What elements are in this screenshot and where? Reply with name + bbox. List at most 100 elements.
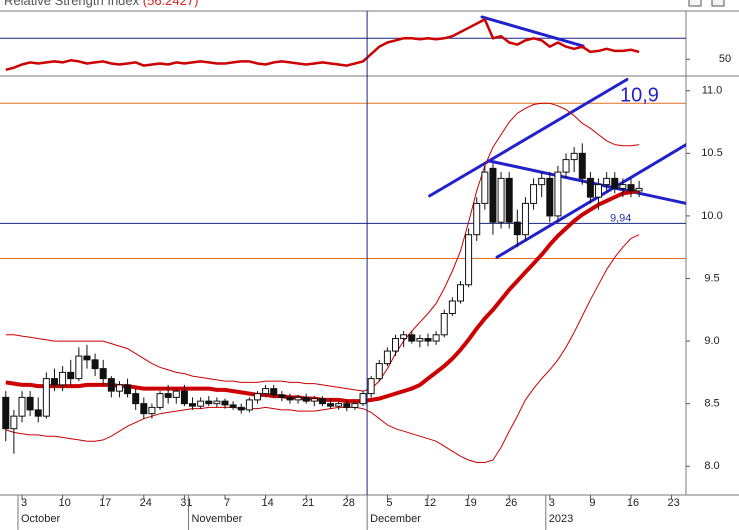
candle-body [253,393,261,401]
rsi-line [5,18,640,72]
y-tick-label: 10.0 [701,210,722,222]
candle-body [416,338,424,342]
candle-body [521,202,529,236]
x-tick-label: 9 [589,497,595,509]
window-button[interactable] [688,0,702,7]
bollinger-band [5,234,640,463]
x-tick-label: 3 [549,497,555,509]
rsi-value: (56.2427) [143,0,199,8]
candle-body [327,403,335,407]
candle-body [107,378,115,392]
candle-body [497,177,505,223]
month-label: October [21,513,60,525]
month-label: December [370,513,421,525]
month-label: 2023 [549,513,573,525]
price-panel: 10,9 9,94 [0,78,686,463]
x-tick-label: 17 [99,497,111,509]
candle-body [124,384,132,395]
x-tick-label: 10 [58,497,70,509]
candle-body [59,371,67,386]
candle-body [213,400,221,405]
rsi-panel [0,15,686,72]
candle-body [562,159,570,173]
candle-body [172,390,180,398]
candle-body [91,359,99,370]
candle-body [164,393,172,398]
candle-body [318,398,326,405]
y-tick-label: 50 [719,53,731,65]
candle-body [367,378,375,395]
candle-body [554,171,562,217]
candle-body [310,398,318,402]
candle-body [115,384,123,392]
rsi-title: Relative Strength Index (56.2427) [4,0,198,8]
candle-body [546,177,554,217]
month-label: November [192,513,243,525]
candle-body [180,390,188,405]
candle-body [456,284,464,302]
candle-body [335,403,343,407]
x-tick-label: 24 [140,497,152,509]
candle-body [2,396,10,430]
candle-body [578,152,586,179]
candle-body [530,184,538,204]
candle-body [245,399,253,411]
candle-body [156,393,164,408]
candle-body [424,338,432,342]
trend-line [428,78,629,198]
window-button[interactable] [711,0,725,7]
y-tick-label: 8.5 [704,398,719,410]
candle-body [262,388,270,395]
x-tick-label: 3 [21,497,27,509]
candle-body [67,371,75,380]
y-tick-label: 11.0 [702,85,723,97]
y-tick-label: 8.0 [704,460,719,472]
candle-body [351,403,359,408]
candle-body [343,403,351,408]
candle-body [237,406,245,411]
candle-body [99,368,107,380]
x-tick-label: 21 [302,497,314,509]
candle-body [586,177,594,198]
y-tick-label: 9.5 [704,272,719,284]
candle-body [375,363,383,380]
candle-body [197,400,205,407]
candle-body [221,400,229,406]
candle-body [392,338,400,352]
candle-body [538,177,546,186]
x-tick-label: 14 [261,497,273,509]
candle-body [189,403,197,407]
candle-body [635,187,643,192]
candle-body [473,202,481,236]
candle-body [448,300,456,315]
candle-body [132,393,140,405]
x-tick-label: 31 [180,497,192,509]
candle-body [481,171,489,204]
bollinger-band [5,102,640,392]
candle-body [440,313,448,336]
candle-body [570,152,578,161]
candle-body [270,388,278,396]
candle-body [611,177,619,189]
candle-body [26,396,34,411]
candle-body [148,406,156,415]
candle-body [83,355,91,361]
candle-body [627,184,635,192]
candle-body [408,334,416,342]
level-label: 9,94 [610,212,631,224]
x-tick-label: 19 [464,497,476,509]
candle-body [294,396,302,401]
candle-body [383,350,391,365]
candle-body [465,234,473,286]
y-tick-label: 10.5 [701,147,722,159]
candle-body [205,400,213,405]
x-tick-label: 26 [505,497,517,509]
candle-body [42,378,50,417]
trend-line [480,15,585,48]
candle-body [619,184,627,189]
candle-body [140,403,148,415]
candle-body [229,404,237,408]
